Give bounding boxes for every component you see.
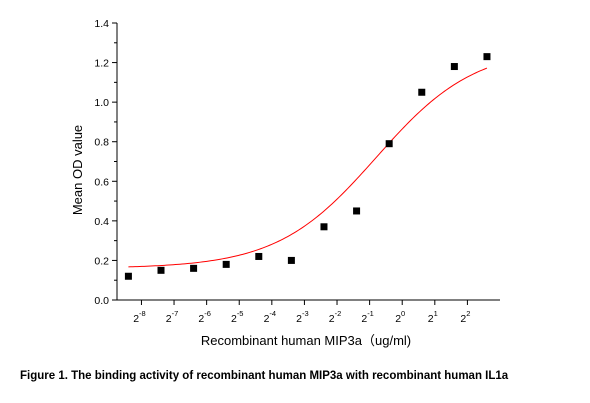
x-tick-label: 21 bbox=[428, 309, 438, 325]
y-tick-label: 0.4 bbox=[94, 216, 109, 228]
chart-svg: 0.0 0.2 0.4 0.6 0.8 1.0 1.2 1.4 2-8 2-7 2-6 2-5 2-4 2… bbox=[70, 18, 500, 348]
data-point bbox=[353, 207, 361, 215]
x-tick-label: 2-3 bbox=[296, 309, 309, 325]
fit-curve bbox=[128, 67, 488, 268]
y-tick-label: 0.2 bbox=[94, 255, 109, 267]
data-point bbox=[320, 223, 328, 231]
fit-curve-group bbox=[128, 67, 488, 268]
y-tick-label: 1.0 bbox=[94, 97, 109, 109]
data-point bbox=[385, 140, 393, 148]
data-point bbox=[190, 264, 198, 272]
data-point bbox=[287, 256, 295, 264]
data-point bbox=[450, 63, 458, 71]
x-tick-label: 2-5 bbox=[231, 309, 244, 325]
y-tick-label: 1.2 bbox=[94, 58, 109, 70]
x-tick-label: 20 bbox=[395, 309, 405, 325]
data-points bbox=[124, 53, 491, 280]
data-point bbox=[157, 266, 165, 274]
y-axis-label: Mean OD value bbox=[70, 125, 85, 215]
x-tick-label: 2-6 bbox=[198, 309, 211, 325]
chart-axes: 0.0 0.2 0.4 0.6 0.8 1.0 1.2 1.4 2-8 2-7 2-6 2-5 2-4 2… bbox=[94, 18, 500, 325]
y-tick-label: 0.6 bbox=[94, 176, 109, 188]
data-point bbox=[255, 252, 263, 260]
y-tick-label: 0.8 bbox=[94, 137, 109, 149]
y-tick-label: 1.4 bbox=[94, 18, 109, 30]
data-point bbox=[124, 272, 132, 280]
x-tick-label: 2-8 bbox=[133, 309, 146, 325]
x-tick-label: 2-7 bbox=[166, 309, 179, 325]
data-point bbox=[483, 53, 491, 61]
data-point bbox=[222, 260, 230, 268]
figure-caption: Figure 1. The binding activity of recomb… bbox=[20, 370, 509, 382]
x-tick-label: 2-2 bbox=[329, 309, 342, 325]
x-tick-label: 2-4 bbox=[264, 309, 277, 325]
x-tick-label: 2-1 bbox=[361, 309, 374, 325]
data-point bbox=[418, 88, 426, 96]
x-tick-label: 22 bbox=[460, 309, 470, 325]
x-axis-label: Recombinant human MIP3a（ug/ml) bbox=[201, 333, 411, 348]
y-tick-label: 0.0 bbox=[94, 295, 109, 307]
